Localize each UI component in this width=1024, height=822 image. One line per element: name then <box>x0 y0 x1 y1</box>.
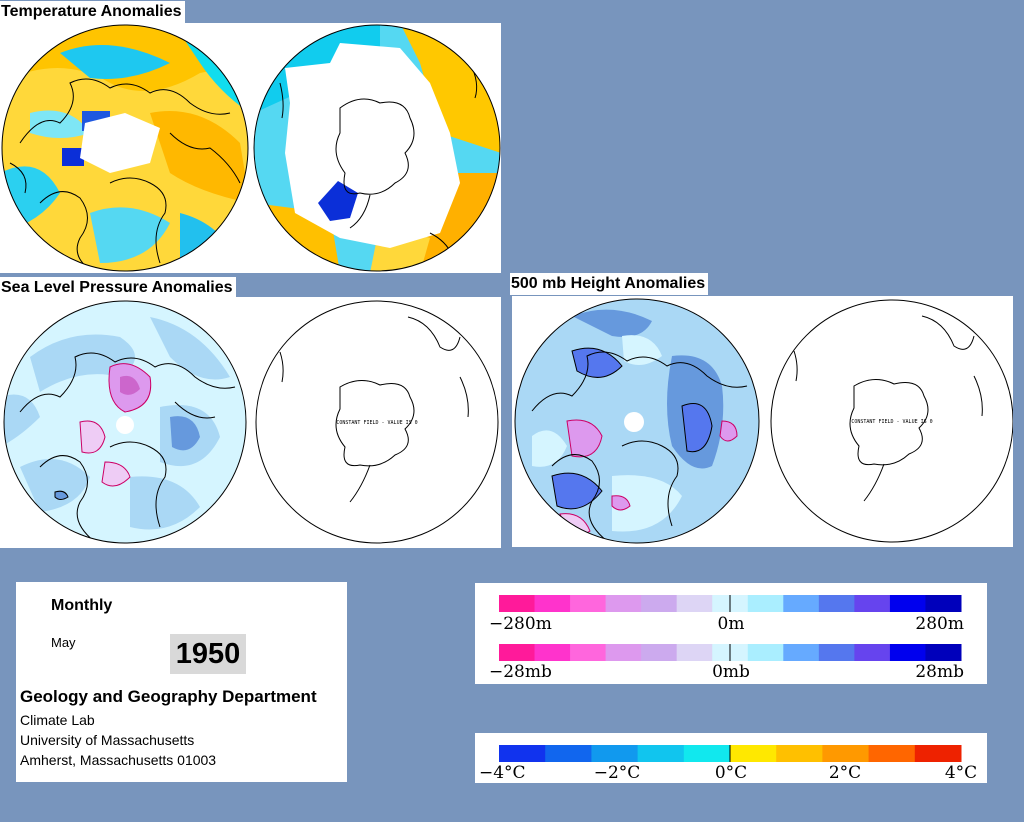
pressure-label-max: 28mb <box>915 662 964 682</box>
pressure-north-hemisphere-map <box>4 301 246 543</box>
height-scale-swatch <box>534 595 571 612</box>
height-north-hemisphere-map <box>515 299 759 543</box>
pressure-south-note: CONSTANT FIELD - VALUE IS 0 <box>336 420 417 426</box>
pressure-scale-swatch <box>499 644 536 661</box>
temperature-label-2: 0°C <box>715 763 747 783</box>
temperature-scale-swatch <box>545 745 592 762</box>
pressure-scale-swatch <box>747 644 784 661</box>
height-south-note: CONSTANT FIELD - VALUE IS 0 <box>851 419 932 425</box>
pressure-scale-swatch <box>889 644 926 661</box>
temperature-color-bar <box>499 745 962 762</box>
year-label: 1950 <box>170 634 246 674</box>
height-scale-swatch <box>854 595 891 612</box>
height-scale-swatch <box>641 595 678 612</box>
address-label: Amherst, Massachusetts 01003 <box>20 752 217 768</box>
temperature-color-legend: −4°C −2°C 0°C 2°C 4°C <box>475 733 987 783</box>
pressure-south-hemisphere-map: CONSTANT FIELD - VALUE IS 0 <box>255 300 499 544</box>
height-scale-swatch <box>676 595 713 612</box>
temperature-scale-swatch <box>591 745 639 762</box>
pressure-scale-swatch <box>641 644 678 661</box>
pressure-label-min: −28mb <box>489 662 552 682</box>
temperature-scale-swatch <box>822 745 870 762</box>
height-scale-swatch <box>783 595 820 612</box>
temperature-label-0: −4°C <box>479 763 526 783</box>
pressure-scale-swatch <box>925 644 962 661</box>
pressure-scale-swatch <box>534 644 571 661</box>
temperature-scale-swatch <box>730 745 777 762</box>
temperature-scale-swatch <box>683 745 731 762</box>
pressure-label-zero: 0mb <box>712 662 750 682</box>
height-scale-swatch <box>605 595 642 612</box>
height-label-max: 280m <box>915 614 964 634</box>
pressure-scale-swatch <box>570 644 607 661</box>
temperature-scale-swatch <box>776 745 823 762</box>
temperature-label-3: 2°C <box>829 763 861 783</box>
temperature-scale-swatch <box>868 745 916 762</box>
temperature-anomalies-panel <box>0 23 501 273</box>
temperature-label-4: 4°C <box>945 763 977 783</box>
pressure-scale-swatch <box>605 644 642 661</box>
temperature-scale-swatch <box>499 745 546 762</box>
pressure-scale-swatch <box>783 644 820 661</box>
sea-level-pressure-panel: CONSTANT FIELD - VALUE IS 0 <box>0 297 501 548</box>
height-south-hemisphere-map: CONSTANT FIELD - VALUE IS 0 <box>770 299 1013 543</box>
pressure-scale-swatch <box>676 644 713 661</box>
height-scale-swatch <box>925 595 962 612</box>
pressure-scale-swatch <box>818 644 855 661</box>
temperature-scale-swatch <box>637 745 685 762</box>
temperature-north-hemisphere-map <box>2 25 248 271</box>
sea-level-pressure-anomalies-title: Sea Level Pressure Anomalies <box>0 277 236 299</box>
temperature-anomalies-title: Temperature Anomalies <box>0 1 185 23</box>
info-box: Monthly May 1950 Geology and Geography D… <box>16 582 347 782</box>
department-label: Geology and Geography Department <box>20 687 317 706</box>
height-label-min: −280m <box>489 614 552 634</box>
height-anomalies-panel: CONSTANT FIELD - VALUE IS 0 <box>512 296 1013 547</box>
period-label: Monthly <box>51 597 113 614</box>
temperature-scale-swatch <box>914 745 962 762</box>
height-anomalies-title: 500 mb Height Anomalies <box>510 273 709 295</box>
height-scale-swatch <box>889 595 926 612</box>
month-label: May <box>51 635 76 650</box>
pressure-color-bar <box>499 644 962 661</box>
height-color-bar <box>499 595 962 612</box>
height-scale-swatch <box>818 595 855 612</box>
height-label-zero: 0m <box>718 614 745 634</box>
university-label: University of Massachusetts <box>20 732 195 748</box>
anomaly-color-legend: −280m 0m 280m −28mb 0mb 28mb <box>475 583 987 684</box>
height-scale-swatch <box>747 595 784 612</box>
pressure-scale-swatch <box>854 644 891 661</box>
lab-label: Climate Lab <box>20 712 95 728</box>
temperature-label-1: −2°C <box>594 763 641 783</box>
height-scale-swatch <box>570 595 607 612</box>
height-scale-swatch <box>499 595 536 612</box>
